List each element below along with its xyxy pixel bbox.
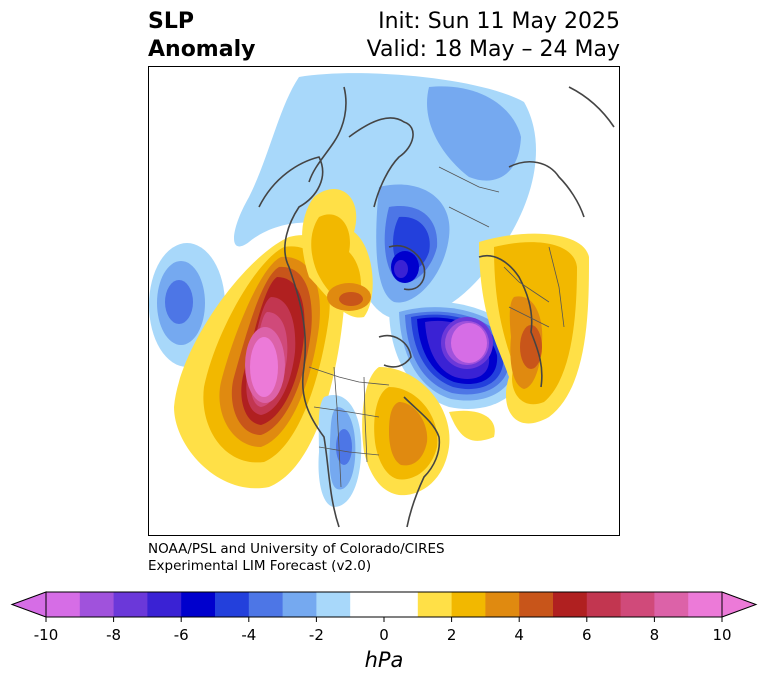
colorbar-tick-label: 8	[650, 626, 660, 644]
colorbar-tick-label: -8	[106, 626, 121, 644]
western-canada-positive-anomaly	[302, 189, 373, 318]
colorbar-segment	[215, 592, 250, 617]
colorbar-tick-label: 10	[712, 626, 731, 644]
colorbar-segment	[451, 592, 486, 617]
colorbar-tick-label: 0	[379, 626, 389, 644]
europe-positive-anomaly	[479, 233, 589, 424]
colorbar-segment	[485, 592, 520, 617]
anomaly-map-svg	[149, 73, 615, 528]
title-line-2: Anomaly	[148, 37, 256, 62]
title-line-1: SLP	[148, 9, 194, 34]
map-title: SLP Anomaly	[148, 8, 255, 64]
colorbar-segment	[147, 592, 182, 617]
colorbar-tick-label: -6	[174, 626, 189, 644]
colorbar-segment	[79, 592, 115, 617]
colorbar-segment	[620, 592, 655, 617]
colorbar-segment	[316, 592, 351, 617]
colorbar-extend-min	[10, 591, 47, 618]
colorbar-segment	[384, 592, 419, 617]
colorbar-segment	[181, 592, 216, 617]
colorbar-segment	[417, 592, 453, 617]
forecast-dates: Init: Sun 11 May 2025 Valid: 18 May – 24…	[367, 8, 620, 64]
colorbar-tick-label: 6	[582, 626, 592, 644]
valid-range: Valid: 18 May – 24 May	[366, 37, 620, 62]
colorbar-segment	[519, 592, 554, 617]
colorbar-segment	[113, 592, 148, 617]
colorbar-svg: -10 -8 -6 -4 -2 0 2 4 6 8 10	[10, 591, 758, 644]
colorbar-segment	[46, 592, 81, 617]
colorbar-tick-label: 4	[514, 626, 524, 644]
central-us-negative-anomaly	[318, 395, 362, 507]
colorbar-segment	[688, 592, 723, 617]
north-atlantic-negative-anomaly	[389, 301, 526, 409]
colorbar-tick-label: -10	[34, 626, 59, 644]
coastlines	[258, 86, 615, 528]
colorbar-segment	[282, 592, 317, 617]
colorbar: -10 -8 -6 -4 -2 0 2 4 6 8 10	[0, 585, 768, 685]
init-date: Init: Sun 11 May 2025	[378, 9, 620, 34]
colorbar-tick-label: 2	[447, 626, 457, 644]
credit-line-1: NOAA/PSL and University of Colorado/CIRE…	[148, 541, 445, 557]
colorbar-tick-label: -2	[309, 626, 324, 644]
colorbar-segment	[350, 592, 385, 617]
borders	[308, 166, 565, 488]
colorbar-extend-max	[721, 591, 758, 618]
anomaly-map	[148, 66, 620, 536]
colorbar-segment	[553, 592, 588, 617]
eastern-north-america-positive-anomaly	[362, 367, 495, 496]
far-east-pacific-negative-anomaly	[149, 243, 225, 367]
north-pacific-positive-anomaly	[174, 235, 345, 489]
credit-line-2: Experimental LIM Forecast (v2.0)	[148, 558, 372, 574]
colorbar-segment	[248, 592, 284, 617]
colorbar-segment	[586, 592, 622, 617]
colorbar-unit: hPa	[364, 648, 404, 672]
arctic-negative-anomaly	[234, 73, 536, 319]
colorbar-segment	[654, 592, 689, 617]
data-credit: NOAA/PSL and University of Colorado/CIRE…	[148, 541, 445, 575]
colorbar-tick-label: -4	[241, 626, 256, 644]
